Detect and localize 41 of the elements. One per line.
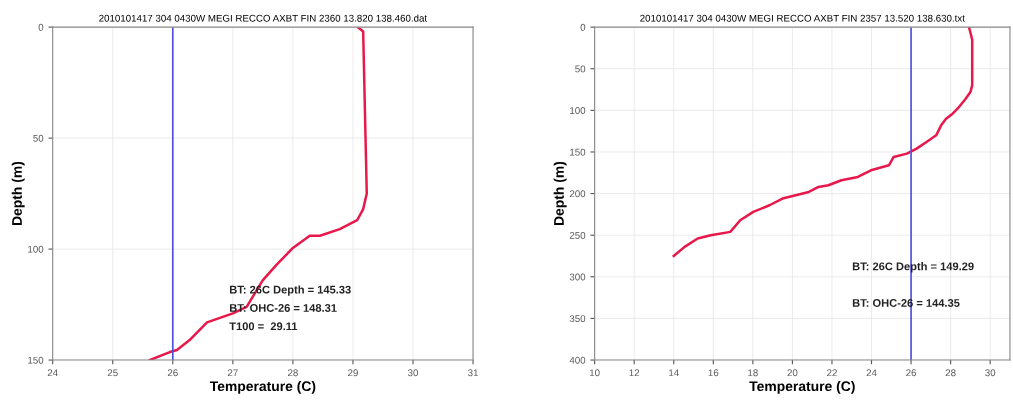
x-tick-label: 30 — [985, 369, 996, 377]
y-tick-label: 0 — [38, 23, 44, 31]
x-tick-label: 10 — [589, 369, 600, 377]
line-series — [672, 27, 974, 258]
x-tick-label: 26 — [906, 369, 917, 377]
y-axis-title: Depth (m) — [553, 161, 567, 226]
x-tick-label: 14 — [669, 369, 679, 377]
chart-title: 2010101417 304 0430W MEGI RECCO AXBT FIN 2360 13.820 138.460.dat — [99, 14, 428, 22]
y-tick-label: 100 — [570, 107, 586, 114]
chart-title: 2010101417 304 0430W MEGI RECCO AXBT FIN 2357 13.520 138.630.txt — [640, 14, 965, 22]
x-tick-label: 27 — [227, 369, 238, 377]
x-tick-label: 28 — [287, 369, 298, 377]
y-tick-label: 250 — [569, 231, 586, 239]
x-tick-label: 25 — [107, 369, 118, 377]
y-tick-label: 50 — [33, 134, 44, 142]
y-tick-label: 200 — [569, 190, 586, 198]
x-tick-label: 18 — [748, 369, 758, 377]
y-tick-label: 100 — [28, 245, 44, 253]
y-axis-title: Depth (m) — [11, 161, 25, 226]
x-tick-label: 20 — [787, 369, 798, 377]
x-tick-label: 22 — [827, 369, 837, 377]
x-tick-label: 28 — [945, 369, 956, 377]
x-tick-label: 26 — [167, 369, 178, 377]
y-tick-label: 400 — [569, 356, 586, 364]
y-tick-label: 150 — [28, 356, 44, 364]
x-tick-label: 12 — [629, 369, 640, 377]
y-tick-label: 150 — [570, 148, 586, 156]
line-series — [148, 27, 369, 361]
x-axis-title: Temperature (C) — [749, 380, 855, 394]
y-tick-label: 350 — [569, 315, 586, 323]
annotation: T100 = 29.11 — [229, 322, 298, 331]
x-tick-label: 29 — [348, 369, 358, 377]
x-tick-label: 16 — [708, 369, 719, 377]
x-axis-title: Temperature (C) — [209, 380, 316, 394]
x-tick-label: 31 — [468, 369, 478, 377]
x-tick-label: 30 — [407, 369, 419, 377]
y-tick-label: 300 — [569, 273, 586, 281]
y-tick-label: 50 — [575, 65, 586, 73]
x-tick-label: 24 — [866, 369, 877, 377]
y-tick-label: 0 — [580, 23, 586, 31]
x-tick-label: 24 — [47, 369, 58, 377]
